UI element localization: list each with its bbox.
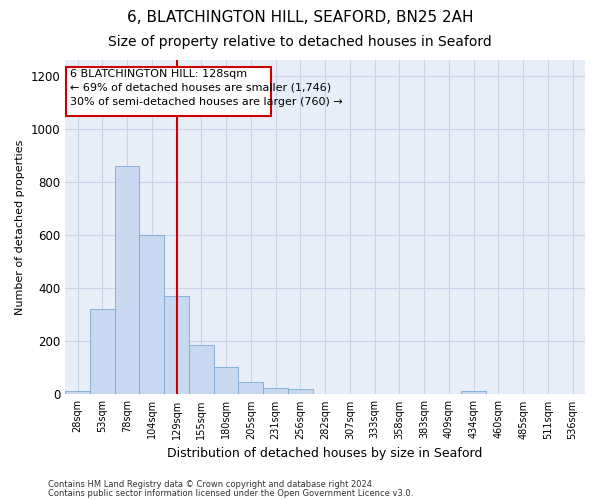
X-axis label: Distribution of detached houses by size in Seaford: Distribution of detached houses by size … [167, 447, 483, 460]
Bar [263, 388, 288, 394]
Text: Contains public sector information licensed under the Open Government Licence v3: Contains public sector information licen… [48, 488, 413, 498]
Bar [90, 310, 115, 394]
Bar [164, 296, 189, 394]
Bar [115, 166, 139, 394]
Bar [189, 346, 214, 395]
Bar [65, 391, 90, 394]
Text: 6 BLATCHINGTON HILL: 128sqm
← 69% of detached houses are smaller (1,746)
30% of : 6 BLATCHINGTON HILL: 128sqm ← 69% of det… [70, 69, 343, 107]
Bar [139, 235, 164, 394]
Bar [214, 366, 238, 394]
Y-axis label: Number of detached properties: Number of detached properties [15, 140, 25, 315]
Bar [288, 389, 313, 394]
Text: Size of property relative to detached houses in Seaford: Size of property relative to detached ho… [108, 35, 492, 49]
Text: 6, BLATCHINGTON HILL, SEAFORD, BN25 2AH: 6, BLATCHINGTON HILL, SEAFORD, BN25 2AH [127, 10, 473, 25]
Bar [461, 391, 486, 394]
Bar [238, 382, 263, 394]
Bar [67, 66, 271, 116]
Text: Contains HM Land Registry data © Crown copyright and database right 2024.: Contains HM Land Registry data © Crown c… [48, 480, 374, 489]
